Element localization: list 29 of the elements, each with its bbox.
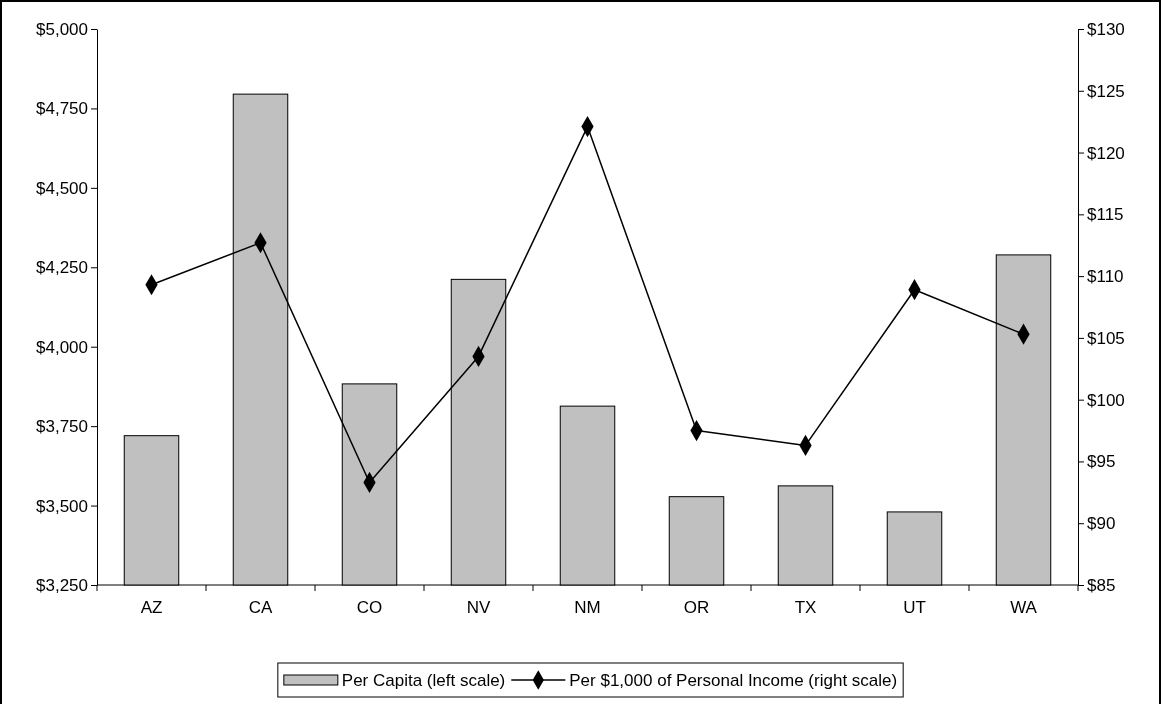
- x-tick-label: OR: [683, 598, 710, 618]
- x-tick-label: NM: [574, 598, 601, 618]
- y-tick-label: $3,750: [36, 417, 88, 437]
- y-tick-label: $4,250: [36, 258, 88, 278]
- legend-label: Per Capita (left scale): [341, 671, 506, 690]
- y-tick-label: $3,250: [36, 575, 88, 595]
- y2-tick-label: $130: [1087, 19, 1125, 39]
- y2-tick-label: $100: [1087, 390, 1125, 410]
- y-tick-label: $5,000: [36, 19, 88, 39]
- y-tick-label: $4,000: [36, 337, 88, 357]
- x-tick-label: UT: [903, 598, 926, 618]
- y2-tick-label: $85: [1087, 575, 1116, 595]
- y-tick-label: $3,500: [36, 496, 88, 516]
- x-tick-label: CA: [248, 598, 273, 618]
- x-tick-label: CO: [356, 598, 383, 618]
- y2-tick-label: $90: [1087, 514, 1116, 534]
- x-tick-label: NV: [466, 598, 491, 618]
- legend-label: Per $1,000 of Personal Income (right scale): [569, 671, 898, 690]
- y2-tick-label: $110: [1087, 267, 1124, 287]
- x-tick-label: AZ: [140, 598, 163, 618]
- y-tick-label: $4,750: [36, 99, 88, 119]
- y2-tick-label: $115: [1087, 205, 1124, 225]
- x-tick-label: TX: [794, 598, 817, 618]
- y2-tick-label: $95: [1087, 452, 1116, 472]
- y2-tick-label: $105: [1087, 328, 1125, 348]
- y-tick-label: $4,500: [36, 178, 88, 198]
- y2-tick-label: $125: [1087, 81, 1125, 101]
- y2-tick-label: $120: [1087, 143, 1125, 163]
- x-tick-label: WA: [1010, 598, 1038, 618]
